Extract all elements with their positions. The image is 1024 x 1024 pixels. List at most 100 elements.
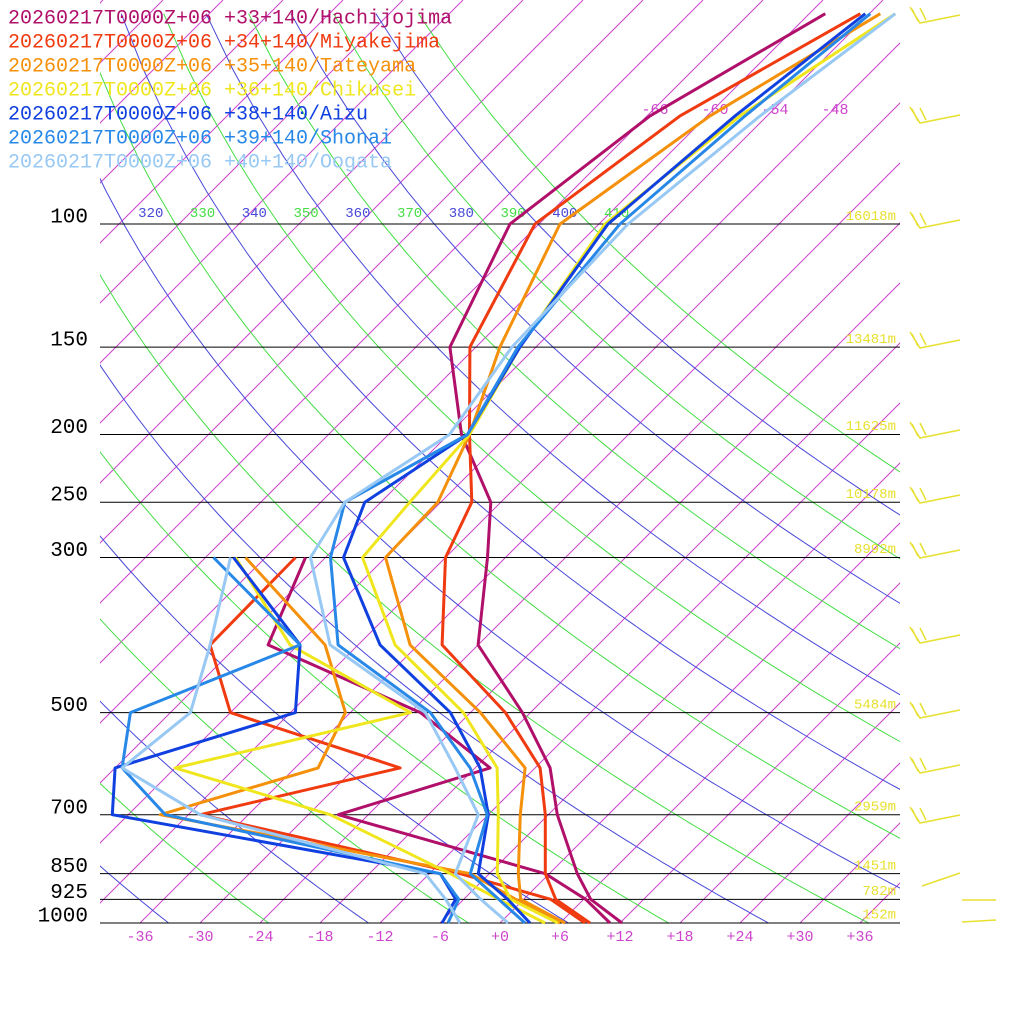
temperature-line xyxy=(448,12,827,925)
isotherm-label: -66 xyxy=(641,102,668,119)
wind-barb xyxy=(909,331,961,349)
wind-barb xyxy=(909,756,961,774)
isotherm-label: -60 xyxy=(701,102,728,119)
legend-entry: 20260217T0000Z+06 +35+140/Tateyama xyxy=(8,55,416,78)
height-label: 13481m xyxy=(846,332,896,348)
x-tick-label: +18 xyxy=(666,929,693,946)
dewpoint-line xyxy=(110,556,458,924)
legend-entry: 20260217T0000Z+06 +40+140/Oogata xyxy=(8,151,392,174)
temperature-line xyxy=(361,12,897,925)
height-label: 152m xyxy=(862,908,896,924)
height-label: 8992m xyxy=(854,542,896,558)
dry-adiabat xyxy=(375,13,900,516)
pressure-label: 100 xyxy=(50,207,88,230)
foreground: 320 330 340 350 360 370 380 390 400 410-66 -60 -54-… xyxy=(8,6,997,946)
isotherm-extra xyxy=(100,0,284,184)
dry-adiabat xyxy=(248,13,900,650)
wind-barb xyxy=(909,701,961,719)
height-label: 1451m xyxy=(854,858,896,874)
isotherm-extra xyxy=(100,0,344,244)
legend-entry: 20260217T0000Z+06 +36+140/Chikusei xyxy=(8,79,416,102)
dewpoint-line xyxy=(120,557,462,924)
pressure-label: 300 xyxy=(50,540,88,563)
isotherm xyxy=(679,702,900,923)
x-tick-label: +0 xyxy=(491,929,509,946)
legend-entry: 20260217T0000Z+06 +39+140/Shonai xyxy=(8,127,392,150)
temperature-line xyxy=(309,12,897,925)
temperature-line xyxy=(342,12,867,925)
wind-barb xyxy=(909,211,961,229)
pressure-label: 1000 xyxy=(38,906,88,929)
isotherm xyxy=(379,402,900,923)
x-tick-label: -18 xyxy=(306,929,333,946)
wind-barb xyxy=(909,806,961,824)
theta-label: 350 xyxy=(293,206,318,222)
isotherm xyxy=(499,522,900,923)
wind-barb xyxy=(909,486,961,504)
wind-barb xyxy=(921,872,997,923)
isotherm xyxy=(139,162,900,923)
x-tick-label: -36 xyxy=(126,929,153,946)
isotherm-extra xyxy=(100,0,404,304)
theta-label: 360 xyxy=(345,206,370,222)
isotherm-extra xyxy=(100,0,704,604)
x-tick-label: +24 xyxy=(726,929,753,946)
background-lines xyxy=(100,0,900,923)
height-label: 5484m xyxy=(854,697,896,713)
isotherm-extra xyxy=(100,0,644,544)
dry-adiabat-extra xyxy=(100,450,669,923)
dry-adiabat xyxy=(290,13,900,604)
isotherm xyxy=(319,342,900,923)
dry-adiabat-extra xyxy=(100,273,869,923)
height-label: 16018m xyxy=(846,209,896,225)
pressure-label: 250 xyxy=(50,485,88,508)
dry-adiabat xyxy=(163,13,900,743)
x-tick-label: -12 xyxy=(366,929,393,946)
legend-entry: 20260217T0000Z+06 +33+140/Hachijojima xyxy=(8,7,452,30)
pressure-label: 500 xyxy=(50,695,88,718)
dewpoint-line xyxy=(120,556,461,924)
dewpoint-line xyxy=(158,556,561,925)
dry-adiabat xyxy=(333,13,900,560)
theta-label: 370 xyxy=(397,206,422,222)
dry-adiabat xyxy=(205,13,900,696)
isotherm xyxy=(559,582,900,923)
pressure-label: 200 xyxy=(50,417,88,440)
temperature-line xyxy=(384,12,882,925)
wind-barb xyxy=(909,626,961,644)
isotherm-label: -48 xyxy=(821,102,848,119)
isotherm-extra xyxy=(100,102,900,904)
dry-adiabat xyxy=(417,13,900,473)
isotherm xyxy=(259,282,900,923)
wind-barb xyxy=(909,106,961,124)
x-tick-label: -30 xyxy=(186,929,213,946)
dewpoint-line xyxy=(266,556,612,925)
dry-adiabat-extra xyxy=(100,700,369,923)
wind-barb xyxy=(909,541,961,559)
dewpoint-line xyxy=(173,556,546,925)
legend-entry: 20260217T0000Z+06 +38+140/Aizu xyxy=(8,103,368,126)
dewpoint-line xyxy=(198,556,586,925)
dry-adiabat xyxy=(120,13,900,790)
theta-label: 380 xyxy=(449,206,474,222)
dry-adiabat xyxy=(100,71,900,839)
dry-adiabat-extra xyxy=(100,782,269,923)
theta-label: 340 xyxy=(242,206,267,222)
theta-label: 330 xyxy=(190,206,215,222)
x-tick-label: +6 xyxy=(551,929,569,946)
isotherm-extra xyxy=(100,0,524,424)
height-label: 10178m xyxy=(846,487,896,503)
isotherm-extra xyxy=(100,0,464,364)
temperature-line xyxy=(440,12,862,925)
dry-adiabat-extra xyxy=(100,618,469,923)
x-tick-label: -6 xyxy=(431,929,449,946)
x-tick-label: +36 xyxy=(846,929,873,946)
isotherm-label: -54 xyxy=(761,102,788,119)
isotherm-extra xyxy=(100,0,584,484)
wind-barb xyxy=(909,421,961,439)
pressure-label: 850 xyxy=(50,856,88,879)
wind-barb xyxy=(909,6,961,24)
isotherm-extra xyxy=(100,0,824,724)
temperature-line xyxy=(329,12,872,925)
